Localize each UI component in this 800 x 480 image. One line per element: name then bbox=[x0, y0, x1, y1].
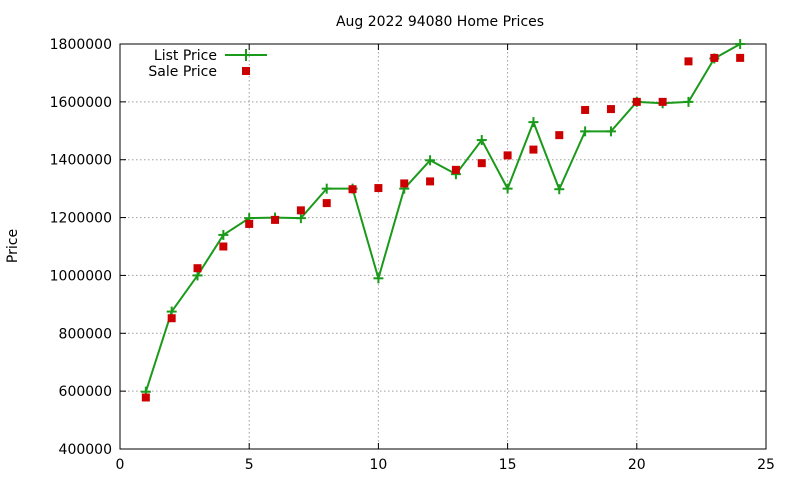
data-point bbox=[296, 206, 305, 215]
y-tick-label: 800000 bbox=[59, 326, 112, 342]
data-point bbox=[581, 105, 590, 114]
data-point bbox=[476, 135, 487, 146]
x-tick-label: 0 bbox=[116, 457, 125, 473]
data-point bbox=[400, 179, 409, 188]
y-tick-label: 1600000 bbox=[50, 95, 112, 111]
data-point bbox=[295, 213, 306, 224]
data-point bbox=[606, 105, 615, 114]
y-tick-label: 400000 bbox=[59, 442, 112, 458]
data-point bbox=[451, 165, 460, 174]
data-point bbox=[529, 145, 538, 154]
data-point bbox=[555, 131, 564, 140]
y-tick-label: 1400000 bbox=[50, 153, 112, 169]
data-point bbox=[502, 183, 513, 194]
data-point bbox=[684, 57, 693, 66]
data-point bbox=[503, 151, 512, 160]
data-point bbox=[322, 199, 331, 208]
data-point bbox=[218, 229, 229, 240]
data-point bbox=[736, 53, 745, 62]
data-point bbox=[374, 184, 383, 193]
plot-area-frame bbox=[119, 43, 767, 450]
data-point bbox=[219, 242, 228, 251]
grid bbox=[120, 44, 766, 449]
data-point bbox=[167, 314, 176, 323]
x-tick-label: 25 bbox=[757, 457, 775, 473]
data-point bbox=[735, 39, 746, 49]
data-point bbox=[141, 393, 150, 402]
y-tick-label: 1200000 bbox=[50, 211, 112, 227]
data-point bbox=[425, 155, 436, 166]
series-sale-price bbox=[141, 53, 745, 402]
data-point bbox=[426, 177, 435, 186]
y-tick-label: 600000 bbox=[59, 384, 112, 400]
x-tick-label: 10 bbox=[369, 457, 387, 473]
y-tick-label: 1800000 bbox=[50, 37, 112, 53]
data-point bbox=[605, 126, 616, 137]
x-tick-label: 5 bbox=[245, 457, 254, 473]
y-axis-label: Price bbox=[5, 229, 21, 263]
legend-marker-sale-price bbox=[242, 67, 250, 75]
data-point bbox=[348, 185, 357, 194]
data-point bbox=[245, 219, 254, 228]
data-point bbox=[193, 264, 202, 273]
axes: 0 5 10 15 20 25 400000 600000 800000 1000000 12000… bbox=[50, 37, 775, 473]
data-series bbox=[140, 39, 746, 402]
data-point bbox=[580, 126, 591, 137]
data-point bbox=[271, 215, 280, 224]
data-point bbox=[658, 97, 667, 106]
x-tick-label: 20 bbox=[628, 457, 646, 473]
data-point bbox=[710, 53, 719, 62]
data-point bbox=[632, 97, 641, 106]
series-line bbox=[144, 43, 741, 393]
data-point bbox=[554, 184, 565, 195]
y-tick-label: 1000000 bbox=[50, 268, 112, 284]
legend-label-list-price: List Price bbox=[154, 48, 217, 64]
chart-title: Aug 2022 94080 Home Prices bbox=[336, 14, 544, 30]
data-point bbox=[528, 117, 539, 128]
legend: List Price Sale Price bbox=[148, 48, 267, 80]
data-point bbox=[477, 159, 486, 168]
x-tick-label: 15 bbox=[499, 457, 517, 473]
data-point bbox=[373, 273, 384, 284]
legend-marker-list-price bbox=[240, 49, 252, 61]
data-point bbox=[321, 183, 332, 194]
series-list-price bbox=[140, 39, 746, 397]
data-point bbox=[683, 96, 694, 107]
legend-label-sale-price: Sale Price bbox=[148, 64, 217, 80]
